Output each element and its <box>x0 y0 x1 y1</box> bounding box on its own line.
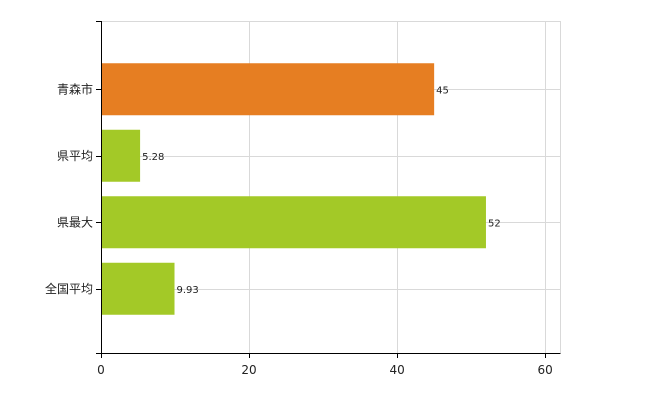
x-tick-label: 0 <box>97 363 105 377</box>
y-tick-label: 県最大 <box>57 215 93 229</box>
data-label: 5.28 <box>142 152 164 163</box>
data-label: 45 <box>436 85 449 96</box>
bar-2 <box>101 196 486 249</box>
axes <box>96 21 561 358</box>
y-tick-label: 青森市 <box>57 81 93 96</box>
bar-0 <box>101 63 435 116</box>
y-tick-label: 県平均 <box>57 149 93 163</box>
bar-1 <box>101 129 141 182</box>
x-tick-label: 60 <box>538 363 553 377</box>
x-tick-label: 20 <box>241 363 256 377</box>
x-tick-label: 40 <box>389 363 404 377</box>
data-label: 9.93 <box>177 285 199 296</box>
bar-3 <box>101 262 175 315</box>
bars <box>101 63 486 315</box>
data-label: 52 <box>488 218 501 229</box>
y-tick-label: 全国平均 <box>45 281 93 296</box>
